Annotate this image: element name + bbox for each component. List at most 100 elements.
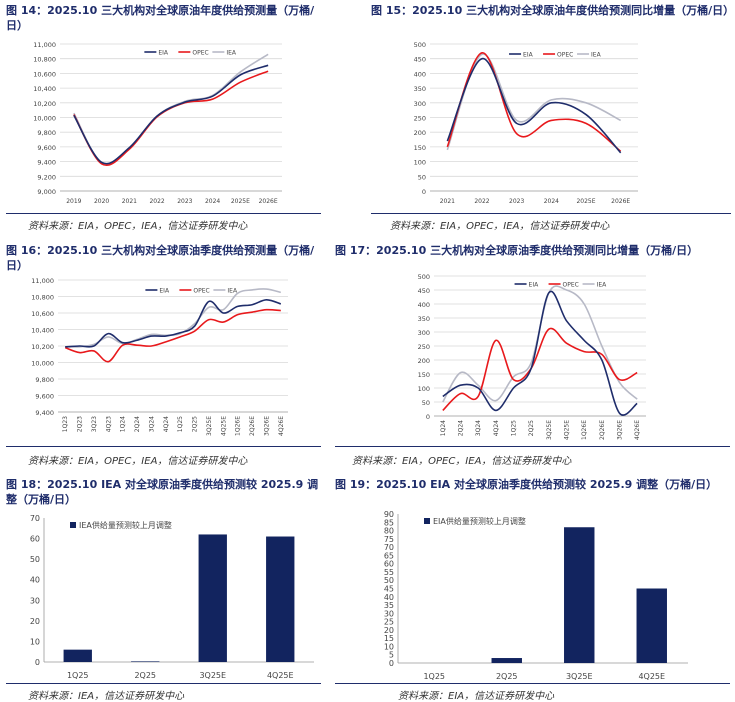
x-tick-label: 4Q23	[105, 416, 112, 432]
x-tick-label: 1Q25	[177, 416, 184, 432]
y-tick-label: 50	[418, 173, 426, 181]
y-tick-label: 70	[384, 543, 394, 552]
y-tick-label: 10,400	[31, 327, 54, 335]
legend-label: OPEC	[563, 282, 579, 289]
y-tick-label: 70	[30, 514, 40, 523]
x-tick-label: 3Q26E	[263, 416, 270, 436]
y-tick-label: 50	[422, 399, 430, 407]
x-tick-label: 2024	[205, 198, 220, 205]
y-tick-label: 10,000	[31, 360, 54, 368]
bar	[63, 649, 92, 662]
y-tick-label: 65	[384, 551, 394, 560]
x-tick-label: 2Q24	[458, 420, 465, 436]
legend-label: EIA	[523, 52, 534, 59]
x-tick-label: 2Q26E	[249, 416, 256, 436]
source-note-18: 资料来源：IEA，信达证券研发中心	[28, 691, 185, 702]
legend-swatch	[424, 518, 430, 524]
x-tick-label: 3Q24	[475, 420, 482, 436]
bar	[131, 661, 160, 662]
y-tick-label: 9,800	[37, 129, 56, 137]
x-tick-label: 2020	[94, 198, 109, 205]
bar	[266, 536, 295, 662]
x-tick-label: 3Q24	[148, 416, 155, 432]
y-tick-label: 10,600	[33, 70, 56, 78]
series-line-eia	[446, 57, 622, 154]
chart-title-17: 图 17：2025.10 三大机构对全球原油季度供给预测同比增量（万桶/日）	[335, 244, 699, 257]
y-tick-label: 500	[418, 273, 430, 281]
x-tick-label: 4Q26E	[278, 416, 285, 436]
y-tick-label: 400	[414, 70, 426, 78]
legend-label: OPEC	[193, 288, 209, 295]
x-tick-label: 2021	[122, 198, 137, 205]
series-line-opec	[446, 52, 622, 152]
y-tick-label: 300	[418, 329, 430, 337]
y-tick-label: 85	[384, 518, 394, 527]
y-tick-label: 20	[30, 617, 40, 626]
y-tick-label: 250	[414, 115, 426, 123]
x-tick-label: 4Q24	[163, 416, 170, 432]
x-tick-label: 4Q25E	[220, 416, 227, 436]
y-tick-label: 75	[384, 535, 394, 544]
y-tick-label: 9,400	[37, 159, 56, 167]
y-tick-label: 15	[384, 634, 394, 643]
x-tick-label: 2019	[66, 198, 81, 205]
x-tick-label: 1Q26E	[581, 420, 588, 440]
y-tick-label: 0	[426, 413, 430, 421]
chart-15-annual-yoy: 0 50 100 150 200 250 300 350 400 450 500 2021 2022 20…	[414, 41, 638, 205]
y-tick-label: 10,800	[33, 56, 56, 64]
x-tick-label: 3Q25E	[206, 416, 213, 436]
y-tick-label: 150	[414, 144, 426, 152]
y-tick-label: 9,600	[35, 393, 54, 401]
legend-label: EIA	[158, 50, 169, 57]
legend-label: IEA	[597, 282, 608, 289]
y-tick-label: 10	[30, 637, 40, 646]
chart-title-16: 图 16：2025.10 三大机构对全球原油季度供给预测量（万桶/日）	[6, 244, 315, 272]
source-note-14: 资料来源：EIA，OPEC，IEA，信达证券研发中心	[28, 221, 248, 232]
chart-title-19: 图 19：2025.10 EIA 对全球原油季度供给预测较 2025.9 调整（…	[335, 478, 718, 491]
y-tick-label: 350	[414, 85, 426, 93]
x-tick-label: 2Q25	[134, 671, 156, 680]
y-tick-label: 10,800	[31, 294, 54, 302]
legend-label: EIA供给量预测较上月调整	[433, 516, 526, 526]
y-tick-label: 5	[389, 651, 394, 660]
y-tick-label: 9,800	[35, 376, 54, 384]
legend-label: IEA	[227, 288, 238, 295]
legend-label: OPEC	[192, 50, 208, 57]
x-tick-label: 4Q26E	[634, 420, 641, 440]
y-tick-label: 40	[30, 576, 40, 585]
legend-label: EIA	[529, 282, 540, 289]
y-tick-label: 10,600	[31, 310, 54, 318]
x-tick-label: 2023	[509, 198, 524, 205]
source-note-17: 资料来源：EIA，OPEC，IEA，信达证券研发中心	[352, 456, 572, 467]
y-tick-label: 200	[418, 357, 430, 365]
x-tick-label: 4Q24	[493, 420, 500, 436]
x-tick-label: 2021	[440, 198, 455, 205]
bar	[198, 534, 227, 662]
chart-title-14: 图 14：2025.10 三大机构对全球原油年度供给预测量（万桶/日）	[6, 4, 315, 32]
source-note-16: 资料来源：EIA，OPEC，IEA，信达证券研发中心	[28, 456, 248, 467]
y-tick-label: 50	[30, 555, 40, 564]
series-line-eia	[65, 298, 282, 348]
y-tick-label: 50	[384, 576, 394, 585]
y-tick-label: 40	[384, 593, 394, 602]
bar	[636, 588, 667, 663]
x-tick-label: 1Q26E	[235, 416, 242, 436]
y-tick-label: 9,200	[37, 173, 56, 181]
y-tick-label: 450	[418, 287, 430, 295]
series-line-iea	[65, 288, 282, 348]
y-tick-label: 0	[389, 659, 394, 668]
chart-14-annual-supply: 9,000 9,200 9,400 9,600 9,800 10,000 10,200 10,…	[33, 41, 282, 205]
legend-label: IEA供给量预测较上月调整	[79, 520, 172, 530]
y-tick-label: 450	[414, 56, 426, 64]
legend-label: EIA	[159, 288, 170, 295]
y-tick-label: 30	[30, 596, 40, 605]
y-tick-label: 500	[414, 41, 426, 49]
chart-18-iea-revision: 0 10 20 30 40 50 60 70 1Q25 2Q25 3Q25E 4Q25E IEA供给量预…	[30, 514, 314, 680]
x-tick-label: 1Q24	[120, 416, 127, 432]
chart-title-15: 图 15：2025.10 三大机构对全球原油年度供给预测同比增量（万桶/日）	[371, 4, 735, 17]
series-line-eia	[73, 64, 269, 165]
series-line-opec	[442, 327, 638, 411]
y-tick-label: 45	[384, 585, 394, 594]
x-tick-label: 1Q25	[67, 671, 89, 680]
